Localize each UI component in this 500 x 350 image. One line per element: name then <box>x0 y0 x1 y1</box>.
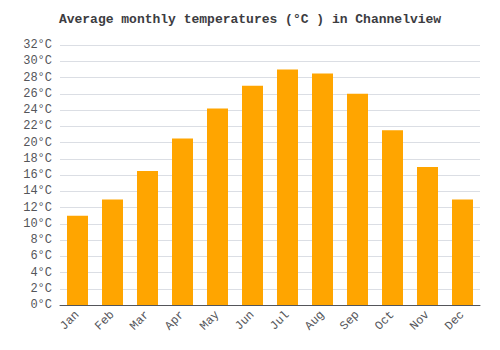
svg-text:Aug: Aug <box>302 308 327 333</box>
svg-text:8°C: 8°C <box>30 233 52 247</box>
svg-text:0°C: 0°C <box>30 298 52 312</box>
svg-text:22°C: 22°C <box>23 119 52 133</box>
svg-text:2°C: 2°C <box>30 282 52 296</box>
svg-text:Mar: Mar <box>127 308 152 333</box>
svg-text:Sep: Sep <box>337 308 362 333</box>
svg-text:Average monthly temperatures (: Average monthly temperatures (°C ) in Ch… <box>59 12 441 27</box>
svg-text:Nov: Nov <box>407 308 432 333</box>
svg-text:28°C: 28°C <box>23 71 52 85</box>
svg-text:Jun: Jun <box>232 308 257 333</box>
svg-text:Dec: Dec <box>442 308 467 333</box>
svg-text:Apr: Apr <box>162 308 187 333</box>
svg-text:26°C: 26°C <box>23 87 52 101</box>
svg-text:Jul: Jul <box>267 308 292 333</box>
svg-text:14°C: 14°C <box>23 184 52 198</box>
svg-text:32°C: 32°C <box>23 38 52 52</box>
svg-text:Jan: Jan <box>57 308 82 333</box>
svg-text:6°C: 6°C <box>30 249 52 263</box>
svg-text:4°C: 4°C <box>30 266 52 280</box>
svg-text:10°C: 10°C <box>23 217 52 231</box>
svg-text:May: May <box>197 308 222 333</box>
svg-text:20°C: 20°C <box>23 136 52 150</box>
svg-text:12°C: 12°C <box>23 201 52 215</box>
svg-text:30°C: 30°C <box>23 54 52 68</box>
svg-text:Oct: Oct <box>372 308 397 333</box>
svg-text:18°C: 18°C <box>23 152 52 166</box>
svg-text:Feb: Feb <box>92 308 117 333</box>
svg-text:16°C: 16°C <box>23 168 52 182</box>
svg-text:24°C: 24°C <box>23 103 52 117</box>
